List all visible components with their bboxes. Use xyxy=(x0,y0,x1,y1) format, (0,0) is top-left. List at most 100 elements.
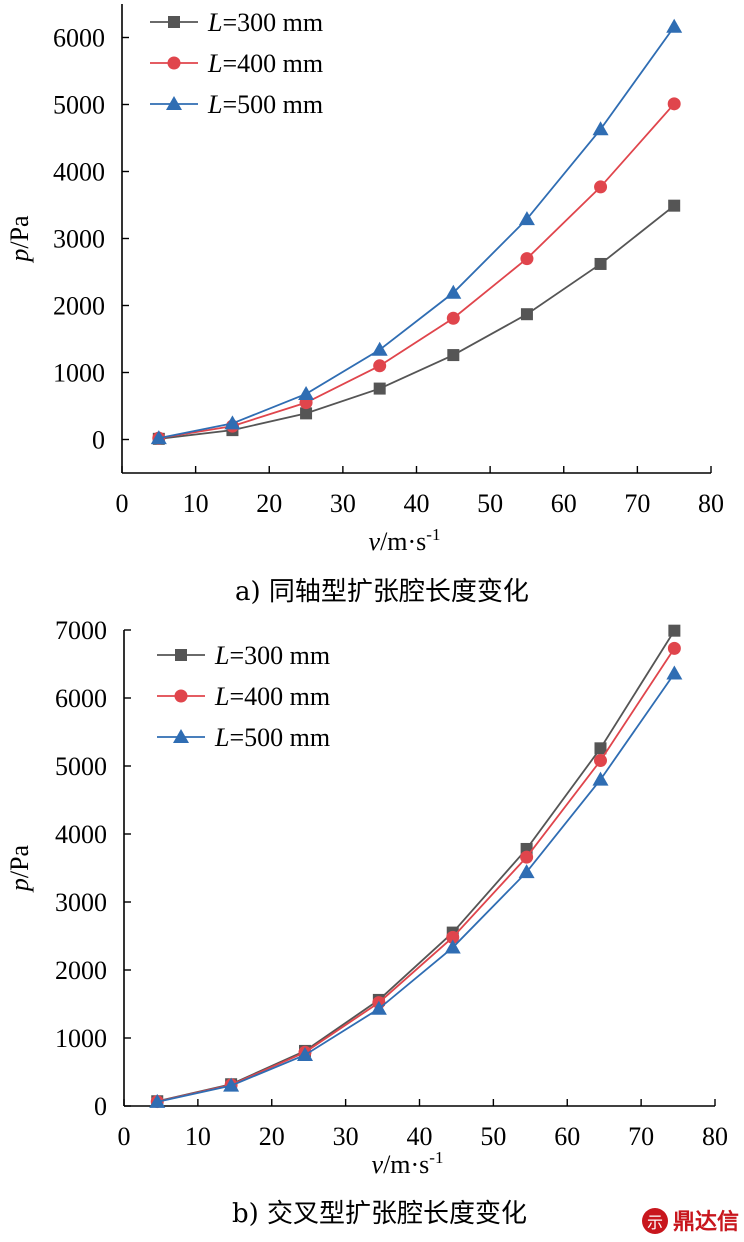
series-3 xyxy=(149,665,683,1108)
legend-label: L=400 mm xyxy=(214,682,330,711)
x-tick-label: 50 xyxy=(480,1122,506,1151)
y-tick-label: 3000 xyxy=(55,888,107,917)
legend-marker xyxy=(175,649,187,661)
legend-marker xyxy=(173,729,189,743)
series-line xyxy=(158,26,675,440)
data-point-marker xyxy=(150,430,167,445)
x-tick-label: 30 xyxy=(330,489,356,518)
series-1 xyxy=(152,199,681,445)
y-tick-label: 0 xyxy=(92,426,105,455)
x-tick-label: 60 xyxy=(551,489,577,518)
series-line xyxy=(157,647,676,1103)
data-point-marker xyxy=(444,939,461,954)
data-point-marker xyxy=(667,97,681,111)
y-tick-label: 0 xyxy=(94,1092,107,1121)
x-tick-label: 0 xyxy=(118,1122,131,1151)
x-tick-label: 70 xyxy=(628,1122,654,1151)
x-tick-label: 10 xyxy=(183,489,209,518)
data-point-marker xyxy=(296,1047,313,1061)
data-point-marker xyxy=(445,284,462,299)
y-tick-label: 4000 xyxy=(55,820,107,849)
data-point-marker xyxy=(667,641,681,655)
series-line xyxy=(158,204,675,440)
x-tick-label: 60 xyxy=(554,1122,580,1151)
legend: L=300 mm L=400 mm L=500 mm xyxy=(157,641,330,752)
data-point-marker xyxy=(370,1000,387,1015)
x-tick-label: 20 xyxy=(259,1122,285,1151)
legend-label: L=500 mm xyxy=(207,90,323,119)
data-point-marker xyxy=(447,349,460,362)
y-tick-label: 6000 xyxy=(55,684,107,713)
legend-marker xyxy=(167,56,181,70)
data-point-marker xyxy=(666,665,683,680)
data-point-marker xyxy=(520,252,534,266)
data-point-marker xyxy=(520,850,534,864)
y-axis-label: p/Pa xyxy=(5,215,34,264)
data-point-marker xyxy=(592,121,609,136)
data-point-marker xyxy=(594,257,607,270)
series-3 xyxy=(150,18,683,445)
data-point-marker xyxy=(446,930,460,944)
figure-caption: a) 同轴型扩张腔长度变化 xyxy=(235,577,529,607)
data-point-marker xyxy=(373,359,387,373)
y-tick-label: 4000 xyxy=(53,158,105,187)
series-line xyxy=(158,103,675,440)
logo-seal-glyph: 示 xyxy=(647,1213,663,1232)
x-axis-label: v/m·s-1 xyxy=(372,1148,444,1179)
legend: L=300 mm L=400 mm L=500 mm xyxy=(150,8,323,119)
data-point-marker xyxy=(446,311,460,325)
y-tick-label: 1000 xyxy=(53,359,105,388)
logo-text: 鼎达信 xyxy=(673,1209,739,1235)
data-point-marker xyxy=(223,1077,240,1092)
data-point-marker xyxy=(300,407,313,420)
data-point-marker xyxy=(371,341,388,356)
watermark-logo: 示 鼎达信 xyxy=(642,1208,739,1235)
data-point-marker xyxy=(593,754,607,768)
y-tick-label: 5000 xyxy=(55,752,107,781)
y-tick-label: 6000 xyxy=(53,24,105,53)
data-point-marker xyxy=(298,385,315,400)
x-axis-label: v/m·s-1 xyxy=(369,525,441,556)
data-point-marker xyxy=(668,199,681,212)
figure-caption: b) 交叉型扩张腔长度变化 xyxy=(232,1199,527,1229)
x-tick-label: 40 xyxy=(407,1122,433,1151)
legend-marker xyxy=(168,16,180,28)
legend-label: L=500 mm xyxy=(214,723,330,752)
x-tick-label: 70 xyxy=(624,489,650,518)
y-tick-label: 3000 xyxy=(53,225,105,254)
x-tick-label: 0 xyxy=(116,489,129,518)
x-tick-label: 80 xyxy=(698,489,724,518)
y-tick-label: 5000 xyxy=(53,91,105,120)
x-tick-label: 50 xyxy=(477,489,503,518)
y-tick-label: 7000 xyxy=(55,616,107,645)
series-2 xyxy=(152,97,681,445)
y-axis-label: p/Pa xyxy=(5,844,34,893)
legend-marker xyxy=(166,96,182,110)
x-tick-label: 40 xyxy=(404,489,430,518)
data-point-marker xyxy=(518,211,535,226)
chart-panel-a: 0 10 20 30 40 50 60 70 80 0 1000 2000 3000 4000 5000 60… xyxy=(5,4,724,607)
data-point-marker xyxy=(149,1093,166,1108)
chart-panel-b: 0 10 20 30 40 50 60 70 80 0 1000 2000 3000 4000 5000 60… xyxy=(5,616,728,1229)
x-tick-label: 20 xyxy=(256,489,282,518)
x-tick-label: 80 xyxy=(702,1122,728,1151)
data-point-marker xyxy=(520,308,533,321)
data-point-marker xyxy=(373,382,386,395)
legend-label: L=300 mm xyxy=(207,8,323,37)
y-tick-label: 2000 xyxy=(53,292,105,321)
series-line xyxy=(157,673,676,1103)
y-tick-label: 2000 xyxy=(55,956,107,985)
data-point-marker xyxy=(594,742,607,755)
data-point-marker xyxy=(592,771,609,786)
data-point-marker xyxy=(518,864,535,879)
data-point-marker xyxy=(594,180,608,194)
data-point-marker xyxy=(668,624,681,637)
logo-seal-icon xyxy=(642,1208,668,1234)
legend-marker xyxy=(174,689,188,703)
x-tick-label: 10 xyxy=(185,1122,211,1151)
data-point-marker xyxy=(666,18,683,33)
series-2 xyxy=(150,641,681,1109)
data-point-marker xyxy=(224,415,241,430)
legend-label: L=400 mm xyxy=(207,49,323,78)
